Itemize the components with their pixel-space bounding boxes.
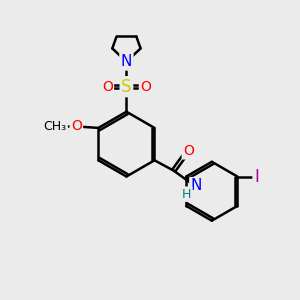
Text: I: I xyxy=(254,167,259,185)
Text: S: S xyxy=(121,78,132,96)
Text: O: O xyxy=(183,144,194,158)
Text: CH₃: CH₃ xyxy=(44,120,67,133)
Text: O: O xyxy=(102,80,113,94)
Text: N: N xyxy=(121,54,132,69)
Text: N: N xyxy=(190,178,202,194)
Text: O: O xyxy=(71,119,82,134)
Text: H: H xyxy=(182,188,191,201)
Text: O: O xyxy=(140,80,151,94)
